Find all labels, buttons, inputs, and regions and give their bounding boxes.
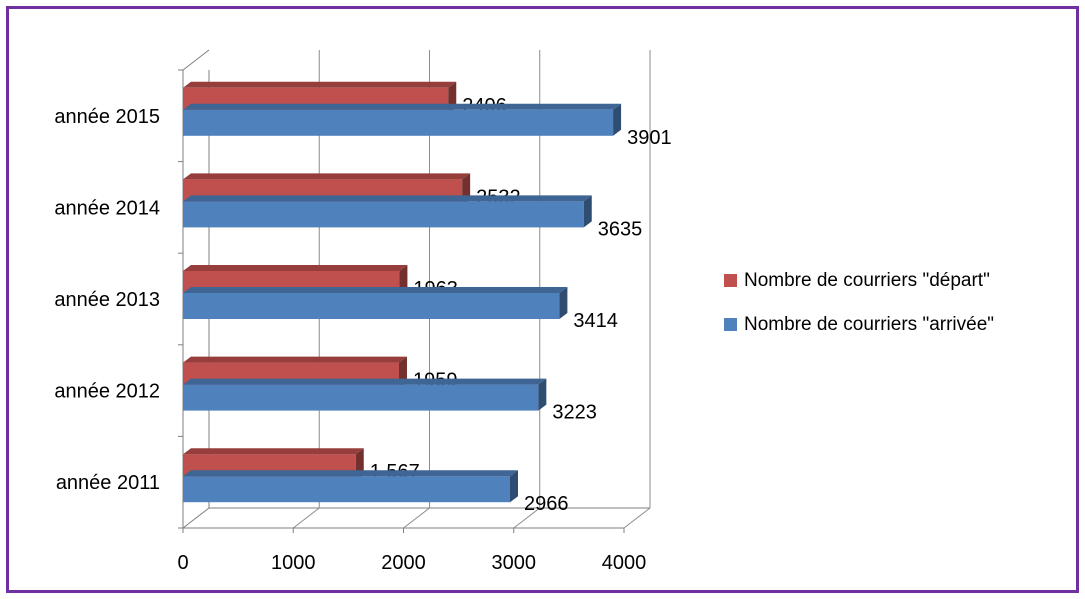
- bar-arrivee: [183, 470, 519, 503]
- bar-arrivee: [183, 378, 547, 411]
- data-label: 3223: [552, 402, 597, 424]
- bar-top-face: [183, 378, 547, 385]
- bar-front-face: [183, 476, 511, 503]
- wall-top-corner: [182, 49, 210, 71]
- x-tick-label: 3000: [492, 552, 537, 574]
- data-label: 3901: [627, 127, 672, 149]
- floor-gridline: [403, 507, 430, 529]
- legend-swatch: [724, 318, 737, 331]
- y-category-label: année 2014: [54, 197, 160, 219]
- y-category-label: année 2011: [56, 472, 160, 494]
- bar-arrivee: [183, 195, 592, 228]
- x-tick-label: 2000: [381, 552, 426, 574]
- bar-top-face: [183, 470, 519, 477]
- data-label: 3414: [573, 310, 618, 332]
- floor-gridline: [292, 507, 320, 529]
- bar-arrivee: [183, 103, 622, 136]
- floor-gridline: [513, 507, 541, 529]
- bar-top-face: [183, 356, 407, 363]
- bar-top-face: [183, 81, 457, 88]
- bar-top-face: [183, 173, 471, 180]
- bar-side-face: [559, 287, 568, 319]
- y-category-label: année 2015: [54, 106, 160, 128]
- bar-side-face: [538, 378, 547, 411]
- floor-gridline: [623, 507, 651, 529]
- x-tick-label: 4000: [602, 552, 647, 574]
- bar-front-face: [183, 384, 539, 411]
- bar-top-face: [183, 195, 592, 202]
- y-category-label: année 2012: [54, 381, 160, 403]
- bar-top-face: [183, 103, 622, 110]
- data-label: 3635: [598, 218, 643, 240]
- bar-front-face: [183, 201, 584, 228]
- x-tick-label: 0: [177, 552, 188, 574]
- y-category-label: année 2013: [54, 289, 160, 311]
- legend-swatch: [724, 274, 737, 287]
- x-tick-label: 1000: [271, 552, 316, 574]
- bar-top-face: [183, 265, 408, 271]
- bar-side-face: [613, 103, 622, 136]
- bar-front-face: [183, 109, 614, 136]
- data-label: 2966: [524, 493, 569, 515]
- bar-side-face: [583, 195, 592, 228]
- bar-top-face: [183, 287, 568, 293]
- bar-side-face: [510, 470, 519, 503]
- bar-arrivee: [183, 287, 568, 319]
- floor-corner: [182, 507, 210, 529]
- legend-entry: Nombre de courriers "arrivée": [744, 314, 994, 335]
- bar-top-face: [183, 448, 364, 455]
- legend-entry: Nombre de courriers "départ": [744, 270, 990, 291]
- bar-front-face: [183, 293, 560, 319]
